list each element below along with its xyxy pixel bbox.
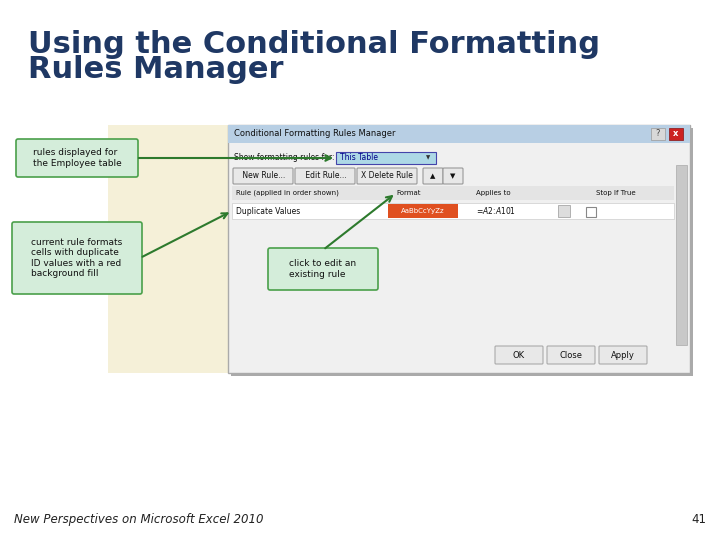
FancyBboxPatch shape xyxy=(495,346,543,364)
FancyBboxPatch shape xyxy=(558,205,570,217)
Text: ?: ? xyxy=(656,130,660,138)
Text: x: x xyxy=(673,130,679,138)
FancyBboxPatch shape xyxy=(233,168,293,184)
FancyBboxPatch shape xyxy=(228,125,690,373)
Text: Format: Format xyxy=(396,190,420,196)
Text: New Perspectives on Microsoft Excel 2010: New Perspectives on Microsoft Excel 2010 xyxy=(14,513,264,526)
FancyBboxPatch shape xyxy=(16,139,138,177)
FancyBboxPatch shape xyxy=(232,203,674,219)
FancyBboxPatch shape xyxy=(651,128,665,140)
FancyBboxPatch shape xyxy=(232,186,674,200)
FancyBboxPatch shape xyxy=(669,128,683,140)
Text: ▼: ▼ xyxy=(450,173,456,179)
Text: Stop If True: Stop If True xyxy=(596,190,636,196)
Text: Applies to: Applies to xyxy=(476,190,510,196)
FancyBboxPatch shape xyxy=(336,152,436,164)
FancyBboxPatch shape xyxy=(423,168,443,184)
FancyBboxPatch shape xyxy=(228,125,690,143)
Text: rules displayed for
the Employee table: rules displayed for the Employee table xyxy=(32,148,122,168)
FancyBboxPatch shape xyxy=(599,346,647,364)
FancyBboxPatch shape xyxy=(676,165,687,345)
FancyBboxPatch shape xyxy=(586,207,596,217)
Text: AaBbCcYyZz: AaBbCcYyZz xyxy=(401,208,445,214)
Text: Edit Rule...: Edit Rule... xyxy=(303,172,347,180)
Text: Close: Close xyxy=(559,350,582,360)
Text: click to edit an
existing rule: click to edit an existing rule xyxy=(289,259,356,279)
Text: X Delete Rule: X Delete Rule xyxy=(361,172,413,180)
FancyBboxPatch shape xyxy=(357,168,417,184)
FancyBboxPatch shape xyxy=(108,125,238,373)
Text: =$A$2:$A$101: =$A$2:$A$101 xyxy=(476,206,516,217)
FancyBboxPatch shape xyxy=(268,248,378,290)
Text: Rule (applied in order shown): Rule (applied in order shown) xyxy=(236,190,339,196)
FancyBboxPatch shape xyxy=(388,204,458,218)
FancyBboxPatch shape xyxy=(547,346,595,364)
FancyBboxPatch shape xyxy=(295,168,355,184)
Text: This Table: This Table xyxy=(340,153,378,163)
Text: ▼: ▼ xyxy=(426,156,430,160)
Text: Duplicate Values: Duplicate Values xyxy=(236,206,300,215)
FancyBboxPatch shape xyxy=(443,168,463,184)
FancyBboxPatch shape xyxy=(231,128,693,376)
Text: OK: OK xyxy=(513,350,525,360)
Text: New Rule...: New Rule... xyxy=(240,172,286,180)
Text: current rule formats
cells with duplicate
ID values with a red
background fill: current rule formats cells with duplicat… xyxy=(32,238,122,278)
Text: Conditional Formatting Rules Manager: Conditional Formatting Rules Manager xyxy=(234,130,395,138)
Text: Using the Conditional Formatting: Using the Conditional Formatting xyxy=(28,30,600,59)
Text: Rules Manager: Rules Manager xyxy=(28,55,284,84)
Text: ▲: ▲ xyxy=(431,173,436,179)
FancyBboxPatch shape xyxy=(12,222,142,294)
Text: Show formatting rules for:: Show formatting rules for: xyxy=(234,153,335,163)
Text: Apply: Apply xyxy=(611,350,635,360)
Text: 41: 41 xyxy=(691,513,706,526)
